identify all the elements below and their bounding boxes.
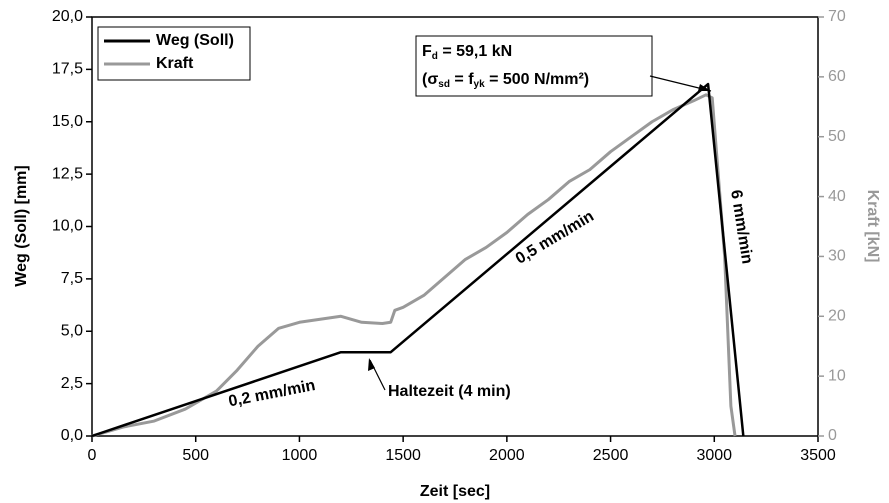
x-axis-title: Zeit [sec] (420, 483, 490, 500)
y2-tick-label: 60 (828, 68, 846, 85)
series-line (91, 82, 745, 438)
x-tick-label: 500 (182, 447, 209, 464)
x-tick-label: 2500 (593, 447, 629, 464)
y-tick-label: 20,0 (52, 8, 83, 25)
annotation-part: F (422, 43, 432, 60)
y-tick-label: 0,0 (61, 427, 83, 444)
annotation: 6 mm/min (727, 189, 755, 265)
annotation-subscript: d (432, 51, 438, 62)
x-tick-label: 1000 (282, 447, 318, 464)
annotation: Haltezeit (4 min) (388, 383, 511, 400)
y2-tick-label: 10 (828, 367, 846, 384)
annotation-part: = 500 N/mm²) (485, 71, 589, 88)
x-tick-label: 2000 (489, 447, 525, 464)
y2-tick-label: 0 (828, 427, 837, 444)
annotation: Fd = 59,1 kN (422, 43, 512, 61)
x-tick-label: 0 (88, 447, 97, 464)
y-tick-label: 17,5 (52, 61, 83, 78)
y2-tick-label: 20 (828, 308, 846, 325)
annotation-subscript: yk (474, 79, 486, 90)
annotation: 0,2 mm/min (227, 377, 317, 411)
legend-box (97, 26, 251, 81)
legend-label: Kraft (156, 55, 194, 72)
annotation-box (415, 35, 653, 97)
y-tick-label: 2,5 (61, 375, 83, 392)
y2-axis-title: Kraft [kN] (864, 190, 881, 263)
x-tick-label: 3500 (800, 447, 836, 464)
x-tick-label: 3000 (696, 447, 732, 464)
y-tick-label: 7,5 (61, 270, 83, 287)
y2-tick-label: 50 (828, 128, 846, 145)
arrow-head (368, 358, 375, 371)
y2-tick-label: 70 (828, 8, 846, 25)
y-axis-title: Weg (Soll) [mm] (13, 165, 30, 286)
y-tick-label: 5,0 (61, 322, 83, 339)
x-tick-label: 1500 (385, 447, 421, 464)
annotation: (σsd = fyk = 500 N/mm²) (422, 71, 589, 89)
y2-tick-label: 40 (828, 188, 846, 205)
legend-label: Weg (Soll) (156, 32, 234, 49)
annotation-subscript: sd (438, 79, 450, 90)
annotation-part: (σ (422, 71, 438, 88)
annotation-part: = f (450, 71, 474, 88)
y-tick-label: 12,5 (52, 165, 83, 182)
y-tick-label: 15,0 (52, 113, 83, 130)
annotation-part: = 59,1 kN (438, 43, 512, 60)
y2-tick-label: 30 (828, 248, 846, 265)
y-tick-label: 10,0 (52, 218, 83, 235)
